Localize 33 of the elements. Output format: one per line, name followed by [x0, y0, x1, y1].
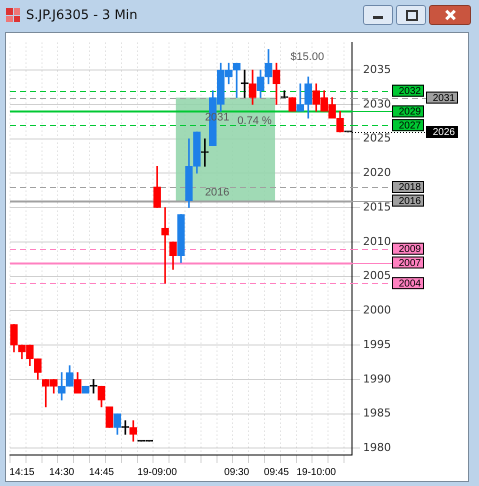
ref-line-label: 2004: [398, 278, 422, 290]
ref-line-label: 2031: [432, 92, 456, 104]
y-tick-label: 1990: [363, 372, 391, 386]
y-tick-label: 2015: [363, 200, 391, 214]
text: 2026: [432, 127, 456, 138]
y-tick-label: 2005: [363, 269, 391, 282]
x-tick-label: 09:30: [224, 466, 250, 478]
x-tick-label: 14:15: [9, 466, 35, 478]
y-tick-label: 2035: [363, 62, 391, 76]
ref-line-label: 2007: [398, 258, 422, 269]
ref-line-label: 2009: [398, 244, 422, 256]
x-tick-label: 14:45: [88, 466, 114, 478]
y-tick-label: 2000: [363, 304, 391, 317]
ref-line-label: 2032: [398, 86, 422, 97]
x-tick-label: 19-09:00: [137, 466, 178, 478]
x-tick-label: 19-10:00: [296, 466, 336, 478]
annotation: 2016: [204, 186, 230, 199]
y-tick-label: 1985: [363, 406, 391, 420]
x-tick-label: 14:30: [49, 466, 75, 478]
x-tick-label: 09:45: [264, 466, 290, 478]
ref-line-label: 2016: [398, 196, 422, 207]
ref-line-label: 2029: [398, 106, 422, 118]
ref-line-label: 2027: [398, 120, 422, 132]
y-tick-label: 2030: [363, 97, 391, 110]
chart-title: S.JP.J6305 - 3 Min: [26, 8, 138, 22]
annotation: 0.74 %: [237, 114, 272, 127]
y-tick-label: 2020: [363, 166, 391, 180]
ref-line-label: 2018: [398, 182, 422, 194]
y-tick-label: 1980: [363, 440, 391, 454]
y-tick-label: 1995: [363, 338, 391, 351]
annotation: $15.00: [290, 51, 324, 64]
y-tick-label: 2010: [363, 234, 391, 248]
y-tick-label: 2025: [363, 132, 391, 145]
